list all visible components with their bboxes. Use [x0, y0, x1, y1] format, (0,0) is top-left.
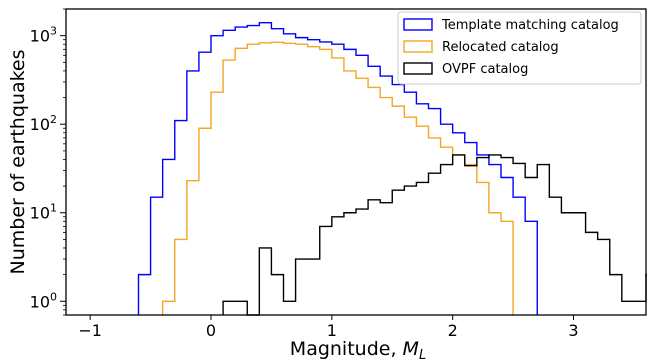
- legend-box: [397, 11, 642, 85]
- legend-label-ovpf-catalog: OVPF catalog: [442, 62, 528, 77]
- histogram-series-group: [137, 22, 647, 316]
- x-axis: −1 0 1 2 3: [78, 315, 579, 340]
- x-axis-label: Magnitude, ML: [290, 338, 426, 363]
- y-axis-label: Number of earthquakes: [7, 49, 29, 274]
- x-tick-label: 2: [448, 321, 458, 340]
- x-tick-label: 0: [206, 321, 216, 340]
- y-tick-label: 103: [30, 25, 57, 46]
- legend-swatch-ovpf-catalog: [403, 62, 433, 75]
- y-axis: 100 101 102 103: [30, 8, 66, 316]
- y-tick-label: 100: [30, 290, 57, 311]
- series-ovpf-catalog: [222, 154, 647, 316]
- legend-swatch-template-matching-catalog: [403, 18, 433, 31]
- series-template-matching-catalog: [137, 22, 538, 315]
- legend-label-relocated-catalog: Relocated catalog: [442, 40, 559, 55]
- x-tick-label: 1: [327, 321, 337, 340]
- legend-swatch-relocated-catalog: [403, 40, 433, 53]
- legend-label-template-matching-catalog: Template matching catalog: [441, 18, 619, 33]
- legend: Template matching catalog Relocated catal…: [397, 11, 642, 85]
- y-tick-label: 102: [30, 113, 57, 134]
- plot-frame: [65, 8, 647, 316]
- x-tick-label: −1: [78, 321, 102, 340]
- y-tick-label: 101: [30, 202, 57, 223]
- x-tick-label: 3: [568, 321, 578, 340]
